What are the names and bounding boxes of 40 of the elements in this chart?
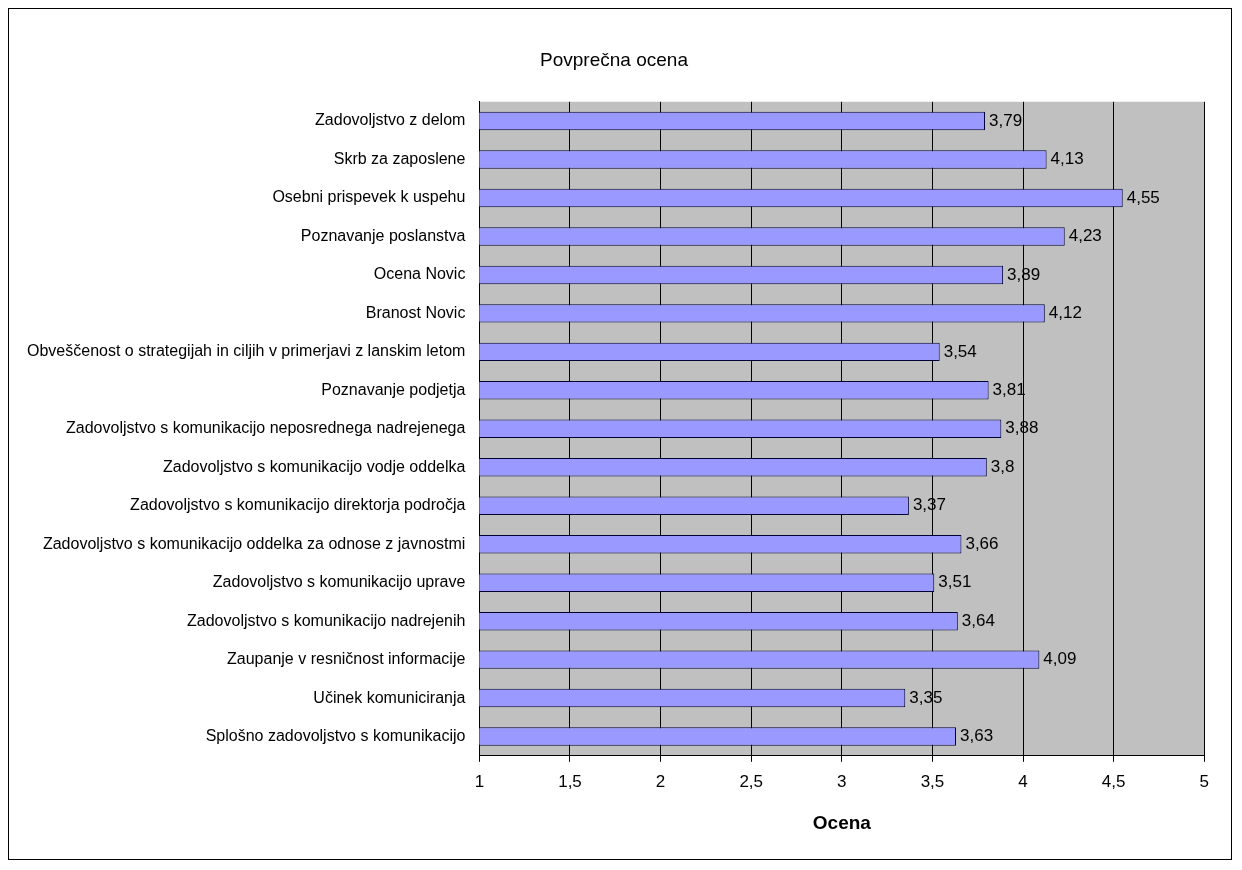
y-tick-label: Poznavanje poslanstva <box>300 226 466 244</box>
y-tick-label: Osebni prispevek k uspehu <box>272 188 466 206</box>
data-label: 3,66 <box>965 533 999 553</box>
y-tick-label: Zadovoljstvo s komunikacijo vodje oddelka <box>162 457 466 475</box>
x-tick-label: 2 <box>655 771 666 791</box>
x-axis-title: Ocena <box>812 811 872 833</box>
y-tick-label: Zadovoljstvo s komunikacijo uprave <box>212 573 466 591</box>
y-tick-label: Zadovoljstvo s komunikacijo nadrejenih <box>187 611 466 629</box>
data-label: 3,8 <box>990 456 1015 476</box>
x-tick-label: 2,5 <box>739 771 764 791</box>
data-label: 3,54 <box>943 341 977 361</box>
y-tick-label: Zadovoljstvo z delom <box>315 111 466 129</box>
data-label: 3,64 <box>961 610 995 630</box>
data-label: 4,13 <box>1050 149 1084 169</box>
y-tick-label: Ocena Novic <box>373 265 466 283</box>
x-tick-label: 4 <box>1018 771 1028 791</box>
x-tick-label: 3,5 <box>920 771 945 791</box>
data-label: 3,51 <box>938 572 972 592</box>
chart-title: Povprečna ocena <box>540 48 689 70</box>
y-tick-label: Obveščenost o strategijah in ciljih v primerjavi z lanskim letom <box>26 342 466 360</box>
data-label: 3,63 <box>960 726 994 746</box>
x-tick-label: 3 <box>837 771 847 791</box>
y-tick-label: Zadovoljstvo s komunikacijo oddelka za odnose z javnostmi <box>42 534 466 552</box>
data-label: 4,55 <box>1126 187 1160 207</box>
x-tick-label: 1 <box>474 771 485 791</box>
y-tick-label: Branost Novic <box>365 303 466 321</box>
y-tick-label: Zaupanje v resničnost informacije <box>227 650 466 668</box>
y-tick-label: Zadovoljstvo s komunikacijo direktorja področja <box>130 496 466 514</box>
y-tick-label: Poznavanje podjetja <box>321 380 466 398</box>
data-label: 3,79 <box>988 110 1023 130</box>
y-tick-label: Splošno zadovoljstvo s komunikacijo <box>205 726 466 744</box>
y-tick-label: Učinek komuniciranja <box>313 688 466 706</box>
x-tick-label: 4,5 <box>1101 771 1126 791</box>
data-label: 4,12 <box>1048 303 1082 323</box>
data-label: 4,23 <box>1068 226 1102 246</box>
data-label: 4,09 <box>1043 649 1077 669</box>
x-tick-label: 1,5 <box>558 771 582 791</box>
x-tick-label: 5 <box>1199 771 1210 791</box>
y-tick-label: Skrb za zaposlene <box>333 149 466 167</box>
y-tick-label: Zadovoljstvo s komunikacijo neposrednega nadrejenega <box>66 419 466 437</box>
